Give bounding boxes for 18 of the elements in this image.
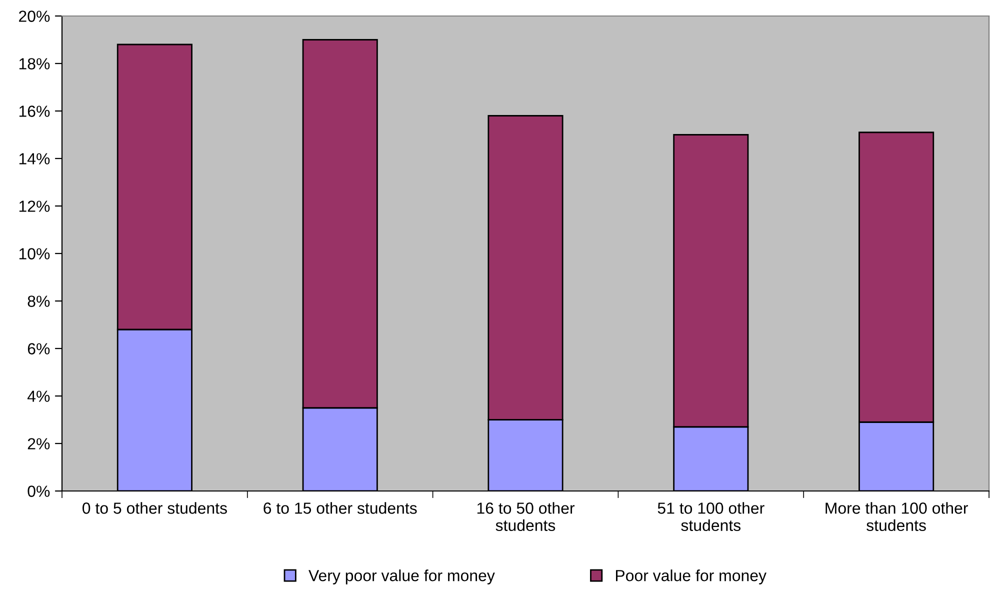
y-tick-label: 18%	[19, 58, 50, 70]
x-tick-label: 51 to 100 other students	[658, 502, 764, 532]
legend-label: Very poor value for money	[308, 570, 495, 584]
x-tick-label: 6 to 15 other students	[264, 502, 417, 514]
x-tick-label: 16 to 50 other students	[477, 502, 575, 532]
y-tick-label: 8%	[28, 296, 50, 307]
y-tick-label: 6%	[28, 343, 50, 354]
y-tick-label: 4%	[27, 390, 50, 402]
y-tick-label: 16%	[19, 106, 50, 117]
x-tick-label: 0 to 5 other students	[82, 502, 227, 514]
y-tick-label: 2%	[28, 438, 50, 450]
legend-label: Poor value for money	[616, 570, 766, 584]
y-tick-label: 20%	[19, 10, 50, 22]
y-tick-label: 10%	[19, 248, 50, 260]
y-tick-label: 14%	[19, 153, 50, 164]
y-tick-label: 12%	[19, 200, 50, 212]
x-tick-label: More than 100 other students	[826, 502, 968, 532]
y-tick-label: 0%	[28, 486, 50, 497]
